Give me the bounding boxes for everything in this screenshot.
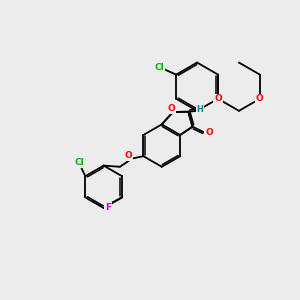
Text: H: H — [196, 105, 203, 114]
Text: O: O — [214, 94, 222, 103]
Text: Cl: Cl — [154, 63, 164, 72]
Text: F: F — [105, 203, 111, 212]
Text: Cl: Cl — [74, 158, 84, 167]
Text: O: O — [256, 94, 264, 103]
Text: O: O — [168, 104, 176, 113]
Text: O: O — [125, 151, 133, 160]
Text: O: O — [205, 128, 213, 137]
